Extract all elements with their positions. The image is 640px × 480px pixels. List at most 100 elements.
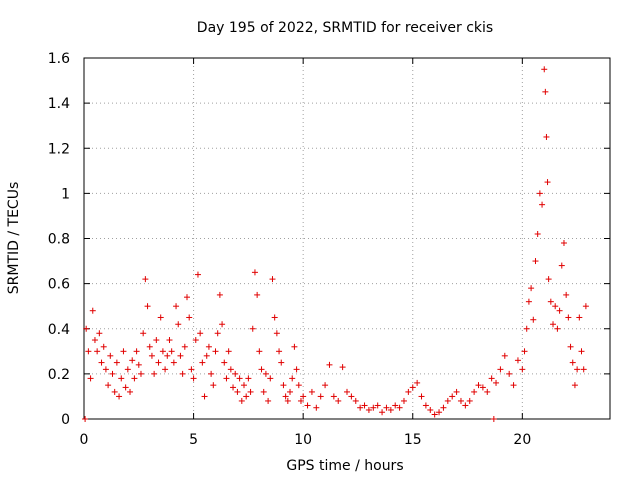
data-point	[326, 361, 333, 368]
data-point	[295, 382, 302, 389]
data-point	[120, 348, 127, 355]
data-point	[232, 370, 239, 377]
data-point	[449, 393, 456, 400]
data-point	[574, 366, 581, 373]
data-point	[547, 298, 554, 305]
data-point	[116, 393, 123, 400]
data-point	[521, 348, 528, 355]
data-point	[528, 285, 535, 292]
data-point	[221, 359, 228, 366]
data-point	[170, 359, 177, 366]
data-point	[155, 359, 162, 366]
data-point	[304, 402, 311, 409]
data-point	[162, 366, 169, 373]
data-point	[550, 321, 557, 328]
plot-frame	[83, 57, 611, 420]
data-point	[284, 397, 291, 404]
data-point	[238, 397, 245, 404]
data-point	[98, 359, 105, 366]
data-point	[197, 330, 204, 337]
data-point	[543, 133, 550, 140]
data-point	[339, 364, 346, 371]
data-point	[146, 343, 153, 350]
x-tick-label: 0	[80, 432, 89, 448]
data-point	[234, 388, 241, 395]
data-point	[545, 276, 552, 283]
data-point	[418, 393, 425, 400]
data-point	[569, 359, 576, 366]
data-point	[205, 343, 212, 350]
data-point	[166, 337, 173, 344]
data-point	[113, 359, 120, 366]
data-point	[87, 375, 94, 382]
y-tick-label: 1.6	[48, 51, 70, 67]
data-point	[361, 402, 368, 409]
data-point	[135, 361, 142, 368]
x-tick-label: 10	[294, 432, 312, 448]
data-point	[240, 382, 247, 389]
data-point	[82, 416, 89, 422]
data-point	[427, 406, 434, 413]
data-point	[214, 330, 221, 337]
data-point	[262, 370, 269, 377]
data-point	[396, 404, 403, 411]
data-point	[567, 343, 574, 350]
data-point	[409, 384, 416, 391]
data-point	[291, 343, 298, 350]
data-point	[199, 359, 206, 366]
data-point	[91, 337, 98, 344]
data-point	[236, 375, 243, 382]
data-point	[576, 314, 583, 321]
data-point	[488, 375, 495, 382]
data-point	[357, 404, 364, 411]
data-point	[501, 352, 508, 359]
data-point	[201, 393, 208, 400]
data-point	[400, 397, 407, 404]
data-point	[497, 366, 504, 373]
data-point	[276, 348, 283, 355]
data-point	[379, 409, 386, 416]
data-point	[151, 370, 158, 377]
data-point	[168, 348, 175, 355]
data-point	[558, 262, 565, 269]
data-point	[203, 352, 210, 359]
data-point	[225, 348, 232, 355]
data-point	[210, 382, 217, 389]
data-point	[352, 397, 359, 404]
y-tick-label: 0.8	[48, 232, 70, 248]
data-point	[552, 303, 559, 310]
data-point	[560, 240, 567, 247]
data-point	[530, 316, 537, 323]
data-point	[100, 343, 107, 350]
data-point	[300, 393, 307, 400]
data-point	[216, 291, 223, 298]
data-point	[405, 388, 412, 395]
data-point	[89, 307, 96, 314]
data-point	[387, 406, 394, 413]
data-point	[212, 348, 219, 355]
data-point	[493, 379, 500, 386]
data-point	[462, 402, 469, 409]
data-point	[484, 388, 491, 395]
data-point	[186, 314, 193, 321]
y-tick-label: 0.2	[48, 367, 70, 383]
data-point	[280, 382, 287, 389]
x-tick-label: 20	[513, 432, 531, 448]
data-point	[440, 404, 447, 411]
data-point	[175, 321, 182, 328]
data-point	[506, 370, 513, 377]
data-point	[571, 382, 578, 389]
data-point	[365, 406, 372, 413]
data-point	[490, 416, 497, 422]
data-point	[124, 366, 131, 373]
data-point	[431, 411, 438, 418]
data-point	[422, 402, 429, 409]
data-point	[269, 276, 276, 283]
data-point	[102, 366, 109, 373]
data-point	[436, 409, 443, 416]
data-point	[271, 314, 278, 321]
data-point	[313, 404, 320, 411]
data-point	[223, 375, 230, 382]
data-point	[414, 379, 421, 386]
data-point	[554, 325, 561, 332]
